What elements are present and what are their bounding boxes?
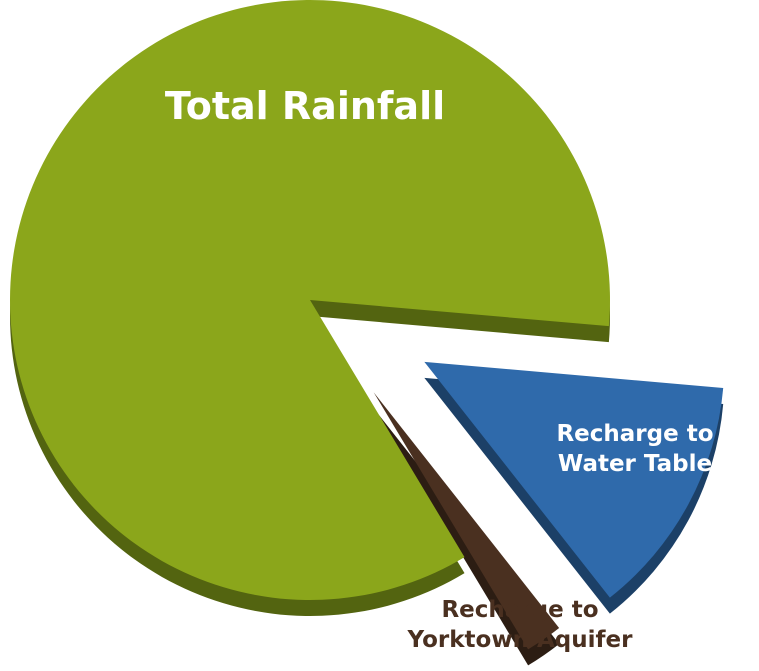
slice xyxy=(373,392,560,650)
slice-label: Recharge to Yorktown Aquifer xyxy=(407,597,633,653)
slice-label: Total Rainfall xyxy=(164,84,446,128)
slice xyxy=(424,361,724,598)
slice xyxy=(10,0,610,600)
slice-label: Recharge to Water Table xyxy=(556,421,714,477)
